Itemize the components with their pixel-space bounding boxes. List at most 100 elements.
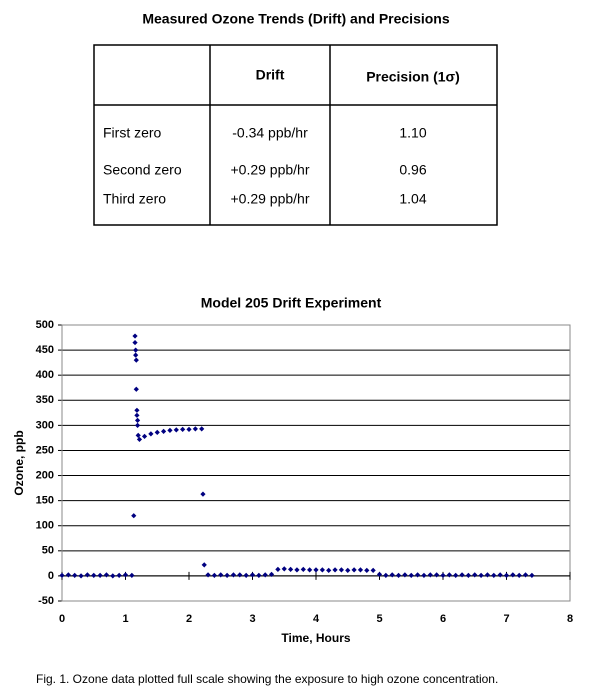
data-point — [78, 573, 84, 579]
data-point — [122, 572, 129, 578]
data-point — [72, 572, 78, 579]
caption: Fig. 1. Ozone data plotted full scale sh… — [36, 672, 498, 686]
y-tick-label: 50 — [42, 545, 54, 557]
data-point — [200, 491, 206, 497]
data-point — [133, 386, 139, 392]
data-point — [218, 572, 224, 578]
data-point — [421, 572, 427, 579]
data-point — [497, 572, 503, 578]
data-point — [132, 333, 138, 339]
data-point — [415, 572, 421, 578]
data-point — [268, 571, 275, 578]
y-tick-label: 350 — [36, 394, 54, 406]
data-point — [300, 566, 306, 572]
data-point — [440, 572, 446, 579]
x-tick-label: 3 — [249, 613, 255, 625]
data-point — [199, 426, 205, 432]
y-tick-label: 450 — [36, 344, 54, 356]
data-point — [522, 572, 529, 578]
data-point — [237, 572, 243, 578]
data-point — [370, 567, 376, 573]
x-tick-label: 7 — [503, 613, 509, 625]
data-point — [453, 572, 459, 579]
table — [93, 44, 498, 226]
x-tick-label: 2 — [186, 613, 192, 625]
data-point — [133, 347, 139, 353]
data-point — [180, 426, 186, 432]
chart-title: Model 205 Drift Experiment — [201, 295, 382, 311]
y-tick-label: 400 — [36, 369, 54, 381]
data-point — [167, 427, 173, 433]
data-point — [307, 567, 313, 573]
data-point — [478, 572, 484, 579]
data-point — [133, 357, 139, 363]
data-point — [131, 513, 137, 519]
table-cell: First zero — [103, 125, 162, 141]
data-point — [516, 572, 522, 579]
data-point — [408, 572, 414, 579]
data-point — [275, 566, 281, 572]
data-point — [186, 426, 192, 432]
data-point — [103, 572, 110, 578]
data-point — [357, 567, 364, 573]
data-point — [332, 567, 338, 573]
data-point — [133, 352, 139, 358]
data-point — [205, 572, 211, 578]
data-point — [446, 572, 452, 578]
data-point — [211, 572, 217, 579]
data-point — [262, 572, 268, 578]
data-point — [510, 572, 516, 578]
data-point — [148, 431, 154, 437]
plot-border — [61, 324, 571, 602]
x-tick-label: 4 — [313, 613, 320, 625]
data-point — [459, 572, 465, 578]
x-axis-label: Time, Hours — [281, 631, 350, 645]
data-point — [364, 567, 370, 573]
table-cell: 1.10 — [399, 125, 426, 141]
data-point — [294, 567, 300, 573]
data-point — [389, 572, 395, 578]
plot: -50 0 50 100 150 200 250 300 350 400 450 500 0 1 2 3 4 5 6… — [36, 319, 573, 625]
data-point — [402, 572, 408, 578]
data-point — [154, 429, 160, 435]
y-tick-label: 0 — [48, 570, 54, 582]
data-point — [313, 567, 319, 573]
data-point — [434, 572, 440, 578]
data-point — [97, 572, 103, 579]
data-point — [345, 567, 351, 573]
y-axis-label: Ozone, ppb — [12, 430, 26, 495]
data-point — [192, 426, 198, 432]
x-tick-label: 6 — [440, 613, 446, 625]
data-point — [376, 571, 383, 578]
y-tick-label: 250 — [36, 444, 54, 456]
x-tick-label: 1 — [122, 613, 128, 625]
table-cell: +0.29 ppb/hr — [230, 162, 309, 178]
data-point — [326, 567, 332, 573]
data-point — [338, 567, 344, 573]
x-tick-label: 0 — [59, 613, 65, 625]
data-point — [351, 567, 357, 573]
table-cell: -0.34 ppb/hr — [232, 125, 308, 141]
data-point — [224, 572, 230, 579]
data-point — [281, 566, 287, 572]
data-point — [529, 572, 535, 579]
data-point — [134, 417, 141, 423]
table-cell: Second zero — [103, 162, 182, 178]
data-point — [59, 572, 65, 579]
data-point — [91, 572, 97, 579]
data-point — [465, 572, 471, 579]
table-cell: 1.04 — [399, 191, 426, 207]
data-point — [427, 572, 433, 578]
data-point — [383, 572, 389, 579]
table-title: Measured Ozone Trends (Drift) and Precis… — [142, 11, 450, 27]
data-point — [65, 572, 71, 578]
data-point — [136, 436, 143, 443]
data-point — [503, 572, 510, 579]
data-point — [129, 572, 135, 579]
data-point — [256, 572, 262, 579]
data-point — [110, 573, 116, 579]
x-tick-label: 8 — [567, 613, 573, 625]
data-point — [134, 412, 140, 418]
data-point — [84, 572, 90, 578]
